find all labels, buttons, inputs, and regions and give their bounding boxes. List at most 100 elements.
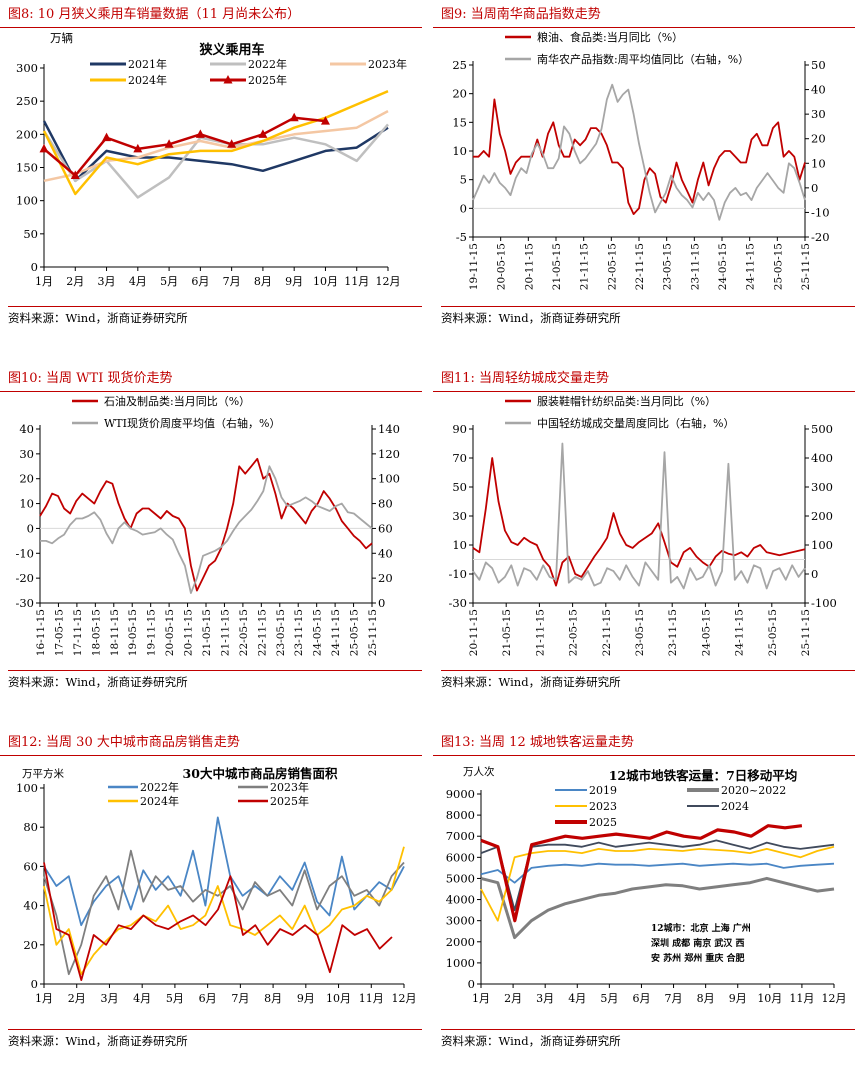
chart-fig8: 0 50 100 150 200 250 300 1月 2月 3月 4月 5月 6月 7月 8月 9月 10月 1…: [16, 31, 407, 288]
panel-fig9: 图9: 当周南华商品指数走势 -5 0 5 10 15 20 25 -20 -10 0 10 20 30…: [433, 0, 855, 345]
legend-label: 2025年: [248, 73, 287, 87]
data-point: [258, 129, 268, 138]
y-tick-label: 300: [16, 61, 38, 75]
x-tick-label: 25-11-15: [800, 609, 812, 656]
y-tick-label: 6000: [446, 850, 475, 864]
x-tick-label: 1月: [35, 992, 53, 1005]
chart-fig11: -30 -10 10 30 50 70 90 -100 0 100 200 300 400 500 20-1…: [448, 394, 837, 656]
y2-tick-label: 60: [378, 521, 393, 535]
source-note: 资料来源：Wind，浙商证券研究所: [441, 670, 855, 690]
y2-tick-label: 500: [811, 422, 833, 436]
x-tick-label: 24-11-15: [734, 609, 746, 656]
y-tick-label: 20: [23, 938, 38, 952]
x-tick-label: 20-05-15: [496, 243, 508, 290]
y-tick-label: 250: [16, 94, 38, 108]
data-point: [39, 143, 49, 153]
x-tick-label: 22-11-15: [634, 243, 646, 290]
y-unit-label: 万人次: [463, 765, 495, 778]
y-tick-label: 20: [19, 472, 34, 486]
x-tick-label: 21-05-15: [201, 609, 213, 656]
y-tick-label: 8000: [446, 808, 475, 822]
x-tick-label: 7月: [231, 992, 249, 1005]
y-tick-label: 3000: [446, 914, 475, 928]
data-point: [289, 112, 299, 122]
x-tick-label: 23-11-15: [689, 243, 701, 290]
y-tick-label: 0: [460, 201, 467, 215]
source-note: 资料来源：Wind，浙商证券研究所: [441, 306, 855, 326]
y-tick-label: 4000: [446, 893, 475, 907]
x-tick-label: 20-11-15: [523, 243, 535, 290]
y2-tick-label: -10: [811, 205, 830, 219]
legend-marker: [223, 75, 233, 84]
chart-title: 12城市地铁客运量：7日移动平均: [609, 768, 798, 783]
y-tick-label: -10: [448, 567, 467, 581]
panel-title: 图13: 当周 12 城地铁客运量走势: [433, 730, 855, 756]
x-tick-label: 17-11-15: [72, 609, 84, 656]
y-tick-label: 80: [23, 820, 38, 834]
x-tick-label: 20-05-15: [164, 609, 176, 656]
x-tick-label: 23-05-15: [662, 243, 674, 290]
series-line-2023年: [43, 849, 405, 976]
y-tick-label: 90: [452, 422, 467, 436]
y2-tick-label: 80: [378, 497, 393, 511]
x-tick-label: 4月: [129, 275, 147, 288]
y-tick-label: 40: [19, 422, 34, 436]
x-tick-label: 8月: [264, 992, 282, 1005]
data-point: [102, 132, 112, 142]
chart-fig13: 0 1000 2000 3000 4000 5000 6000 7000 8000 9000 1月 2…: [446, 765, 847, 1005]
x-tick-label: 19-11-15: [146, 609, 158, 656]
legend-label: 2021年: [128, 57, 167, 71]
x-tick-label: 5月: [600, 992, 618, 1005]
x-tick-label: 22-05-15: [606, 243, 618, 290]
y2-tick-label: 30: [811, 107, 826, 121]
x-tick-label: 22-05-15: [568, 609, 580, 656]
x-tick-label: 19-11-15: [468, 243, 480, 290]
y2-tick-label: 140: [378, 422, 400, 436]
y-tick-label: 150: [16, 161, 38, 175]
x-tick-label: 8月: [697, 992, 715, 1005]
note-text: 安 苏州 郑州 重庆 合肥: [651, 952, 745, 964]
y2-tick-label: 20: [811, 132, 826, 146]
x-tick-label: 11月: [789, 992, 814, 1005]
legend-label: 石油及制品类:当月同比（%）: [104, 394, 250, 408]
x-tick-label: 2月: [68, 992, 86, 1005]
legend-label: 2024: [721, 800, 749, 813]
x-tick-label: 21-11-15: [534, 609, 546, 656]
x-tick-label: 5月: [166, 992, 184, 1005]
x-tick-label: 8月: [254, 275, 272, 288]
series-line-2024年: [42, 90, 389, 196]
chart-fig12: 0 20 40 60 80 100 1月 2月 3月 4月 5月 6月 7月 8月 9月 10月 11月 12月 万…: [16, 766, 416, 1005]
legend-label: 2024年: [140, 794, 179, 808]
series-line-2025: [480, 824, 803, 923]
x-tick-label: 7月: [665, 992, 683, 1005]
y-tick-label: 40: [23, 899, 38, 913]
x-tick-label: 6月: [199, 992, 217, 1005]
series-line-粮油、食品类:当月同比（%）: [473, 98, 806, 215]
legend-label: 2020~2022: [721, 784, 786, 797]
y-tick-label: 15: [452, 115, 467, 129]
data-point: [195, 129, 205, 138]
y2-tick-label: 200: [811, 509, 833, 523]
y-tick-label: 70: [452, 451, 467, 465]
source-note: 资料来源：Wind，浙商证券研究所: [8, 306, 422, 326]
y2-tick-label: 20: [378, 571, 393, 585]
x-tick-label: 21-05-15: [501, 609, 513, 656]
chart-title: 狭义乘用车: [198, 42, 264, 58]
legend-label: WTI现货价周度平均值（右轴，%）: [104, 416, 280, 430]
x-tick-label: 4月: [133, 992, 151, 1005]
x-tick-label: 23-11-15: [293, 609, 305, 656]
y-tick-label: 200: [16, 127, 38, 141]
x-tick-label: 24-05-15: [700, 609, 712, 656]
series-line-2021年: [42, 120, 389, 183]
x-tick-label: 3月: [100, 992, 118, 1005]
x-tick-label: 24-11-15: [745, 243, 757, 290]
x-tick-label: 10月: [326, 992, 351, 1005]
y-tick-label: 5000: [446, 871, 475, 885]
note-text: 深圳 成都 南京 武汉 西: [651, 937, 745, 949]
y-tick-label: -30: [448, 596, 467, 610]
x-tick-label: 22-11-15: [256, 609, 268, 656]
y2-tick-label: -20: [811, 230, 830, 244]
y2-tick-label: -100: [811, 596, 837, 610]
x-tick-label: 24-05-15: [312, 609, 324, 656]
y-tick-label: 50: [23, 227, 38, 241]
